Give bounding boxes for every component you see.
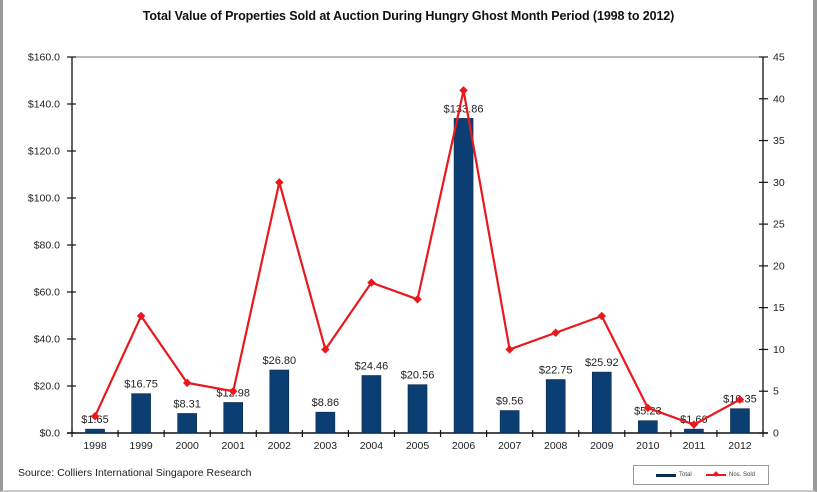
bar [177, 413, 197, 434]
x-tick-label: 2000 [175, 440, 199, 452]
bar-data-label: $9.56 [496, 396, 524, 408]
bar [361, 375, 382, 434]
bar [545, 379, 566, 434]
bar [591, 371, 612, 434]
bar-series-total [85, 118, 750, 434]
y-left-tick-label: $100.0 [28, 193, 60, 205]
x-tick-labels: 1998 1999 2000 2001 2002 2003 2004 2005 2006 2007… [83, 440, 751, 452]
line-marker [459, 86, 468, 95]
y-right-tick-label: 40 [773, 93, 785, 105]
bar [684, 428, 704, 434]
y-left-tick-label: $160.0 [28, 52, 60, 64]
bar-data-label: $20.56 [401, 370, 435, 382]
line-marker [413, 295, 422, 304]
y-right-tick-label: 10 [773, 344, 785, 356]
y-right-tick-label: 30 [773, 177, 785, 189]
x-tick-label: 2004 [360, 440, 384, 452]
chart-title: Total Value of Properties Sold at Auctio… [142, 9, 675, 23]
y-left-tick-label: $20.0 [34, 381, 60, 393]
line-marker [597, 311, 607, 321]
line-marker [136, 311, 146, 321]
legend-label-total: Total [679, 472, 692, 478]
y-left-tick-label: $80.0 [34, 240, 60, 252]
x-tick-label: 2011 [683, 440, 706, 452]
bar [499, 410, 520, 434]
legend-item-nos-sold: Nos. Sold [706, 472, 755, 478]
y-right-tick-label: 45 [773, 52, 785, 64]
line-marker [551, 328, 560, 337]
bar [131, 393, 151, 434]
bar [223, 402, 244, 434]
bar-data-label: $26.80 [262, 355, 296, 367]
bar [315, 411, 336, 434]
bar-data-label: $22.75 [539, 365, 573, 377]
y-left-tick-label: $60.0 [34, 287, 60, 299]
x-tick-label: 2008 [544, 440, 568, 452]
y-left-tick-label: $120.0 [28, 146, 60, 158]
legend-item-total: Total [656, 472, 692, 478]
y-right-tick-label: 0 [773, 428, 779, 440]
legend-label-nos-sold: Nos. Sold [729, 472, 756, 478]
line-marker [228, 386, 238, 396]
y-right-tick-label: 20 [773, 260, 785, 272]
x-tick-label: 2005 [406, 440, 430, 452]
y-left-tick-label: $40.0 [34, 334, 60, 346]
bar-data-label: $25.92 [585, 357, 619, 369]
bar-data-label: $16.75 [124, 379, 158, 391]
y-right-tick-label: 5 [773, 386, 779, 398]
bar [453, 118, 474, 434]
x-tick-label: 2003 [314, 440, 338, 452]
x-tick-label: 2001 [222, 440, 246, 452]
line-marker [735, 395, 745, 404]
x-tick-label: 2010 [636, 440, 660, 452]
x-tick-label: 2009 [590, 440, 614, 452]
legend-swatch-line [706, 474, 726, 476]
bar [85, 428, 105, 434]
line-marker [321, 345, 330, 354]
line-marker [505, 345, 514, 354]
line-marker [182, 378, 192, 388]
y-right-tick-label: 25 [773, 219, 785, 231]
y-left-tick-label: $0.0 [40, 428, 61, 440]
bar [638, 420, 658, 434]
line-marker [275, 178, 284, 187]
y-right-tick-label: 35 [773, 135, 785, 147]
line-marker [643, 403, 653, 413]
bar [730, 408, 750, 434]
bar-data-label: $133.86 [444, 103, 484, 115]
bar [269, 369, 290, 434]
axes: $0.0 $20.0 $40.0 $60.0 $80.0 $100.0 $120.0 $140… [28, 52, 785, 440]
y-left-tick-label: $140.0 [28, 99, 60, 111]
x-tick-label: 2002 [268, 440, 292, 452]
line-marker [689, 420, 699, 429]
x-tick-label: 1999 [129, 440, 153, 452]
legend-swatch-bar [656, 473, 676, 477]
line-marker [90, 412, 100, 421]
x-tick-label: 1998 [83, 440, 107, 452]
x-tick-label: 2012 [728, 440, 752, 452]
line-marker [367, 278, 376, 287]
x-tick-label: 2007 [498, 440, 522, 452]
bar-data-label: $8.31 [173, 398, 201, 410]
legend: Total Nos. Sold [633, 465, 769, 485]
bar-data-label: $24.46 [355, 361, 389, 373]
x-tick-label: 2006 [452, 440, 476, 452]
source-note: Source: Colliers International Singapore… [18, 467, 252, 479]
bar-data-label: $8.86 [312, 397, 340, 409]
bar [407, 384, 428, 434]
line-series-nos-sold [90, 86, 745, 429]
y-right-tick-label: 15 [773, 302, 785, 314]
